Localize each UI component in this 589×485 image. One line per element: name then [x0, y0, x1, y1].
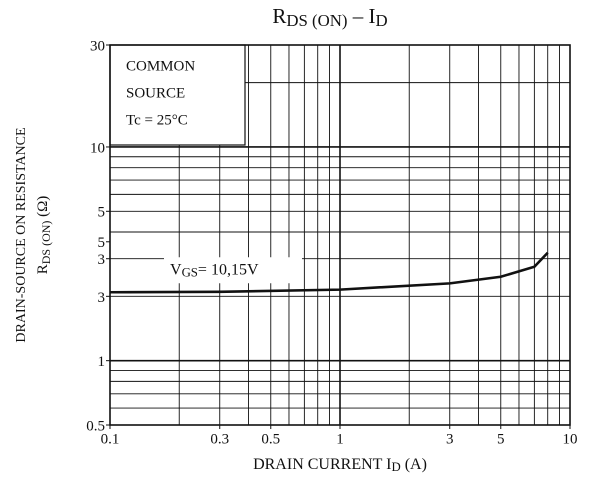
text-part: DS (ON) — [286, 11, 347, 30]
text-part: DRAIN CURRENT I — [253, 456, 391, 473]
annotation: Tc = 25°C — [126, 112, 188, 128]
annotation-box — [109, 44, 246, 146]
y-tick-label: 10 — [90, 140, 105, 156]
text-part: – I — [347, 4, 375, 28]
x-tick-label: 3 — [446, 431, 454, 447]
text-part: DS (ON) — [39, 221, 53, 265]
y-tick-label: 1 — [98, 354, 106, 370]
annotation: COMMON — [126, 58, 195, 74]
curve-label: VGS= 10,15V — [170, 261, 259, 280]
y-tick-label: 5 — [98, 235, 106, 251]
text-part: D — [391, 460, 400, 474]
text-part: D — [375, 11, 387, 30]
text-part: V — [170, 261, 182, 278]
chart-title: RDS (ON) – ID — [272, 4, 387, 30]
text-part: (Ω) — [35, 196, 51, 221]
label-bg — [164, 257, 302, 284]
x-tick-label: 5 — [497, 431, 505, 447]
y-tick-label: 3 — [98, 290, 106, 306]
x-tick-label: 0.3 — [210, 431, 229, 447]
y-axis-label: DRAIN-SOURCE ON RESISTANCE — [14, 127, 29, 342]
text-part: (A) — [401, 456, 427, 473]
y-tick-label: 0.5 — [86, 418, 105, 434]
y-tick-label: 5 — [98, 205, 106, 221]
y-axis-label: RDS (ON) (Ω) — [35, 196, 52, 275]
series-line — [109, 251, 549, 294]
text-part: R — [35, 264, 51, 274]
x-tick-label: 10 — [563, 431, 578, 447]
x-tick-label: 0.5 — [261, 431, 280, 447]
x-axis-label: DRAIN CURRENT ID (A) — [253, 456, 427, 475]
x-tick-label: 1 — [336, 431, 344, 447]
y-tick-label: 30 — [90, 38, 105, 54]
x-tick-label: 0.1 — [101, 431, 120, 447]
annotation: SOURCE — [126, 85, 185, 101]
text-part: = 10,15V — [198, 261, 259, 278]
text-part: R — [272, 4, 286, 28]
y-tick-label: 3 — [98, 252, 106, 268]
text-part: GS — [182, 265, 198, 279]
